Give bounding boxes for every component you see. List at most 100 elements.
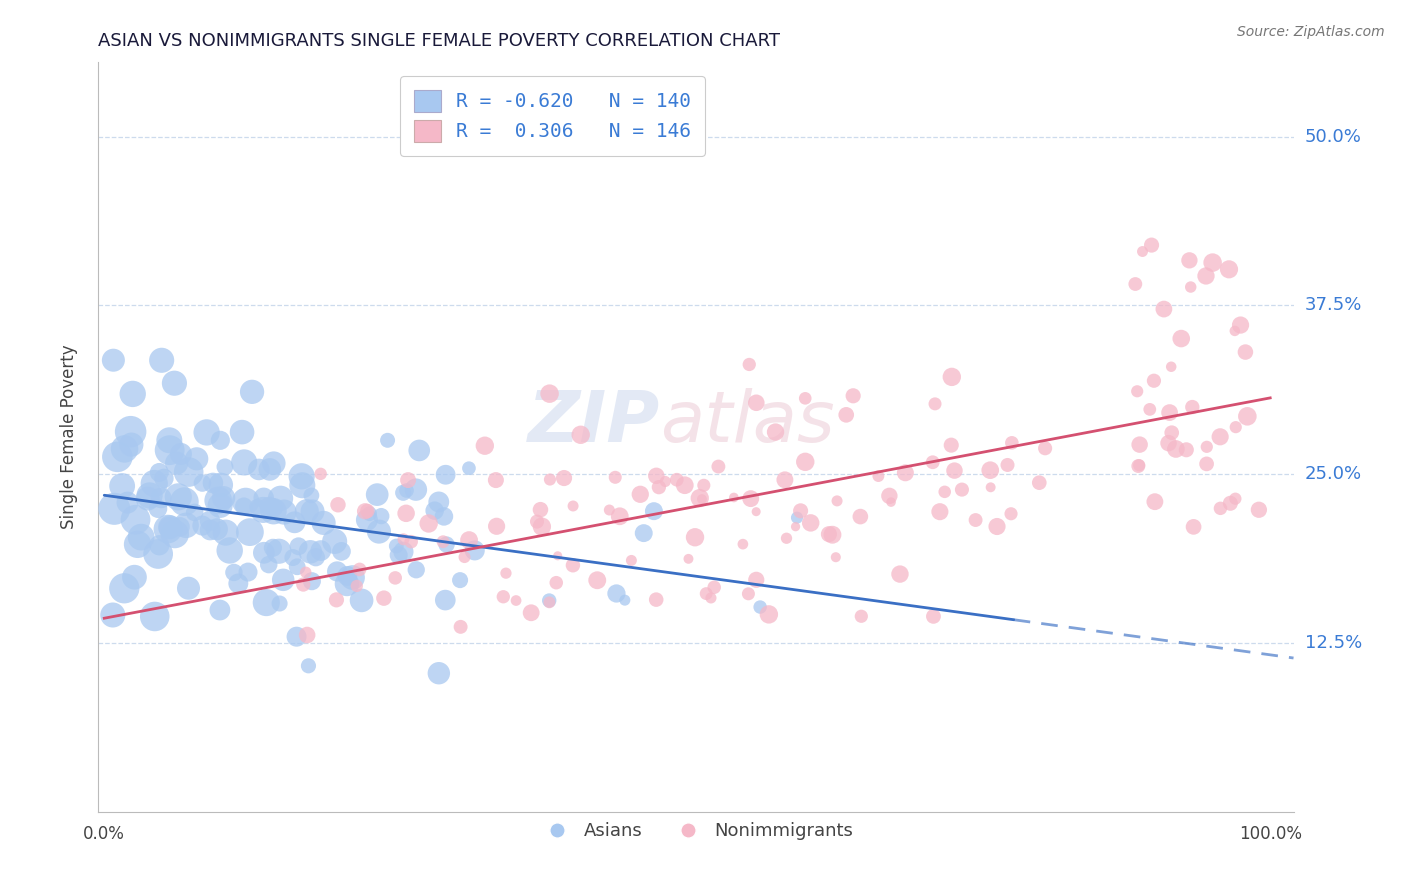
Point [127, 537, 149, 551]
Point [879, 489, 901, 503]
Point [851, 609, 873, 624]
Point [821, 527, 844, 541]
Point [605, 586, 627, 600]
Point [538, 386, 561, 401]
Point [673, 478, 696, 492]
Point [842, 389, 865, 403]
Point [138, 488, 160, 502]
Point [1153, 301, 1175, 316]
Point [450, 620, 472, 634]
Text: 37.5%: 37.5% [1305, 296, 1362, 315]
Point [173, 494, 195, 508]
Point [800, 516, 823, 530]
Point [526, 515, 548, 529]
Point [1143, 494, 1166, 508]
Point [354, 504, 377, 518]
Point [1000, 507, 1022, 521]
Point [458, 461, 481, 475]
Point [392, 485, 415, 500]
Point [120, 437, 142, 451]
Point [1140, 238, 1163, 252]
Point [765, 425, 787, 439]
Point [112, 582, 135, 596]
Point [665, 473, 688, 487]
Text: ASIAN VS NONIMMIGRANTS SINGLE FEMALE POVERTY CORRELATION CHART: ASIAN VS NONIMMIGRANTS SINGLE FEMALE POV… [98, 32, 780, 50]
Point [177, 581, 200, 595]
Point [1195, 268, 1218, 283]
Point [143, 609, 166, 624]
Point [889, 567, 911, 582]
Point [359, 507, 381, 521]
Point [252, 503, 274, 517]
Point [156, 522, 179, 536]
Point [941, 438, 963, 452]
Point [120, 425, 142, 439]
Point [745, 396, 768, 410]
Point [392, 533, 415, 547]
Point [794, 455, 817, 469]
Point [474, 439, 496, 453]
Point [520, 606, 543, 620]
Point [458, 533, 481, 547]
Point [285, 559, 308, 574]
Point [370, 509, 392, 524]
Point [1129, 437, 1152, 451]
Point [346, 579, 368, 593]
Point [167, 490, 190, 504]
Legend: Asians, Nonimmigrants: Asians, Nonimmigrants [531, 815, 860, 847]
Point [299, 545, 322, 559]
Point [163, 527, 186, 541]
Point [232, 500, 254, 514]
Point [773, 473, 796, 487]
Point [396, 473, 419, 487]
Point [1236, 409, 1258, 424]
Point [980, 480, 1002, 494]
Point [259, 462, 281, 476]
Point [385, 539, 408, 553]
Point [538, 593, 561, 607]
Point [495, 566, 517, 581]
Point [427, 495, 450, 509]
Point [408, 443, 430, 458]
Point [1180, 280, 1202, 294]
Point [270, 491, 292, 506]
Point [921, 455, 943, 469]
Point [336, 577, 359, 591]
Point [259, 500, 281, 514]
Point [136, 491, 159, 506]
Point [294, 566, 316, 580]
Point [111, 479, 134, 493]
Point [1160, 425, 1182, 440]
Point [212, 491, 235, 505]
Point [922, 609, 945, 624]
Point [561, 558, 583, 573]
Point [124, 570, 146, 584]
Point [267, 544, 290, 558]
Point [1160, 359, 1182, 374]
Point [695, 586, 717, 600]
Point [218, 543, 240, 558]
Point [148, 538, 170, 552]
Point [191, 518, 214, 533]
Point [1157, 436, 1180, 450]
Point [678, 552, 700, 566]
Point [553, 471, 575, 485]
Point [1178, 253, 1201, 268]
Point [997, 458, 1019, 472]
Point [628, 487, 651, 501]
Point [233, 455, 256, 469]
Point [786, 510, 808, 524]
Point [215, 525, 238, 540]
Point [326, 498, 349, 512]
Point [284, 516, 307, 530]
Point [336, 569, 359, 583]
Point [453, 550, 475, 565]
Point [326, 565, 349, 579]
Point [703, 580, 725, 594]
Point [1181, 400, 1204, 414]
Point [986, 519, 1008, 533]
Point [299, 488, 322, 502]
Point [569, 427, 592, 442]
Point [785, 519, 807, 533]
Point [700, 591, 723, 605]
